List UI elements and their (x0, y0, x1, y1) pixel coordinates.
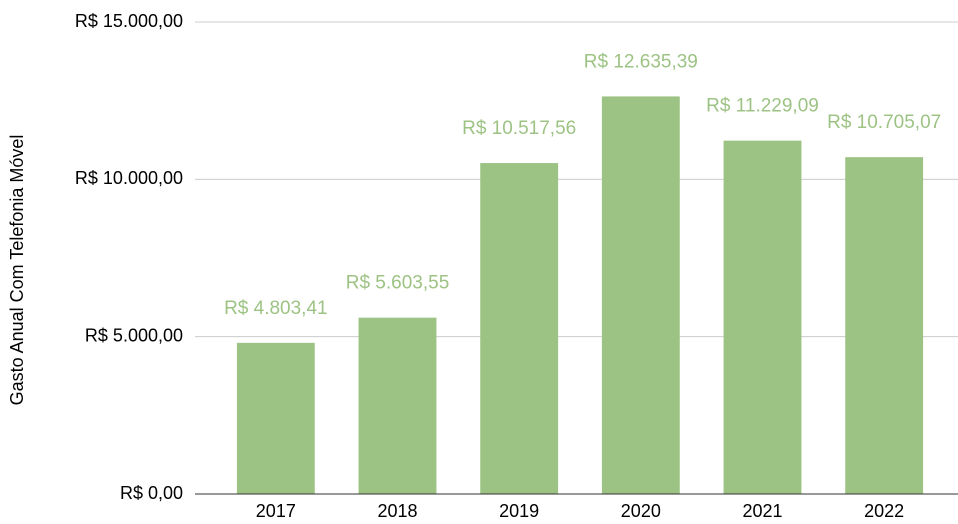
bar (480, 163, 559, 495)
value-label: R$ 5.603,55 (346, 273, 450, 294)
x-tick-label: 2020 (621, 501, 661, 521)
x-tick-label: 2018 (377, 501, 417, 521)
y-axis-label: Gasto Anual Com Telefonia Móvel (7, 135, 27, 406)
bar (723, 140, 802, 495)
y-tick-label: R$ 10.000,00 (75, 168, 183, 188)
y-tick-label: R$ 5.000,00 (85, 325, 183, 345)
value-label: R$ 11.229,09 (706, 96, 819, 117)
value-label: R$ 10.705,07 (827, 112, 941, 133)
x-tick-label: 2022 (864, 501, 904, 521)
bar (845, 157, 924, 494)
x-tick-label: 2021 (742, 501, 782, 521)
bar (236, 342, 315, 494)
y-tick-label: R$ 15.000,00 (75, 11, 183, 31)
y-tick-label: R$ 0,00 (120, 483, 183, 503)
value-label: R$ 4.803,41 (224, 298, 328, 319)
bar (358, 317, 437, 494)
bar (601, 96, 680, 494)
x-tick-label: 2017 (256, 501, 296, 521)
value-label: R$ 12.635,39 (584, 51, 698, 72)
x-tick-label: 2019 (499, 501, 539, 521)
value-label: R$ 10.517,56 (462, 118, 576, 139)
